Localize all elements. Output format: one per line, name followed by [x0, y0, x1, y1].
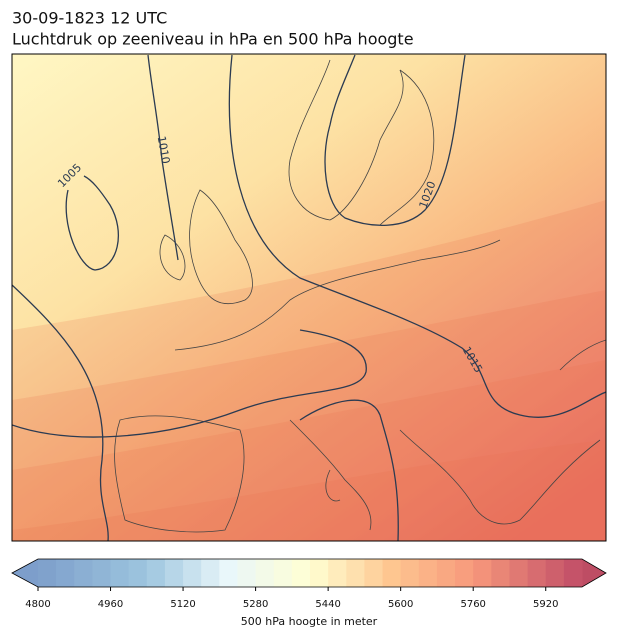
colorbar-label: 500 hPa hoogte in meter — [241, 615, 378, 628]
colorbar-segment — [128, 559, 148, 587]
colorbar-segment — [509, 559, 529, 587]
colorbar-tick-label: 5600 — [388, 599, 413, 610]
colorbar-segment — [346, 559, 365, 587]
colorbar-segment — [563, 559, 583, 587]
colorbar-segment — [491, 559, 510, 587]
date: 30-09-1823 12 UTC — [12, 9, 167, 28]
colorbar-segment — [400, 559, 420, 587]
colorbar-segment — [164, 559, 184, 587]
colorbar-segment — [183, 559, 202, 587]
colorbar-segment — [92, 559, 112, 587]
colorbar-segment — [291, 559, 311, 587]
colorbar-tick-label: 5920 — [533, 599, 558, 610]
colorbar-segment — [74, 559, 93, 587]
colorbar-segment — [146, 559, 166, 587]
colorbar-segment — [110, 559, 130, 587]
map-frame — [11, 53, 607, 542]
colorbar-segment — [328, 559, 347, 587]
colorbar-segment — [455, 559, 474, 587]
colorbar-segment — [38, 559, 57, 587]
colorbar-tick-label: 5120 — [170, 599, 195, 610]
colorbar-segment — [255, 559, 275, 587]
colorbar-segment — [473, 559, 492, 587]
colorbar-segment — [219, 559, 238, 587]
isobar-label: 1010 — [155, 135, 173, 165]
colorbar-segment — [56, 559, 75, 587]
colorbar-tick-label: 5760 — [460, 599, 485, 610]
colorbar-segment — [436, 559, 456, 587]
title: Luchtdruk op zeeniveau in hPa en 500 hPa… — [12, 30, 414, 49]
colorbar-extend-low — [12, 559, 38, 587]
colorbar-tick-label: 5440 — [315, 599, 340, 610]
colorbar-segment — [527, 559, 547, 587]
colorbar-segment — [273, 559, 293, 587]
colorbar-segment — [201, 559, 220, 587]
map: 1005 1010 1015 1020 — [12, 54, 606, 541]
colorbar-segment — [545, 559, 565, 587]
colorbar-tick-label: 4960 — [98, 599, 123, 610]
colorbar-tick-label: 5280 — [243, 599, 268, 610]
colorbar-segment — [418, 559, 438, 587]
colorbar-extend-high — [582, 559, 606, 587]
colorbar: 4800 4960 5120 5280 5440 5600 5760 5920 — [11, 558, 607, 610]
colorbar-segment — [382, 559, 402, 587]
colorbar-tick-label: 4800 — [25, 599, 50, 610]
colorbar-segment — [237, 559, 257, 587]
colorbar-segment — [364, 559, 384, 587]
colorbar-segment — [310, 559, 329, 587]
